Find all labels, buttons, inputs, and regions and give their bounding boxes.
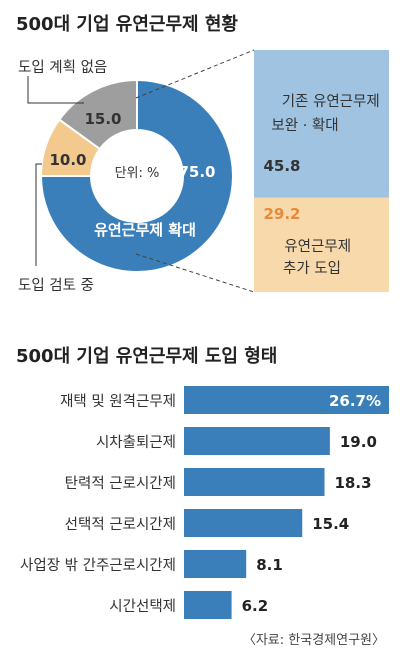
bar	[184, 468, 325, 496]
bar-chart: 재택 및 원격근무제 26.7% 시차출퇴근제 19.0 탄력적 근로시간제 18.3 선택…	[20, 386, 389, 619]
bar	[184, 591, 232, 619]
breakdown-label-added: 유연근무제 추가 도입	[283, 238, 356, 277]
bar-value-label: 26.7%	[329, 392, 381, 410]
breakdown-label-added-line1: 유연근무제	[284, 238, 351, 255]
bar-value-label: 8.1	[256, 556, 283, 574]
breakdown-value-added: 29.2	[263, 205, 300, 223]
donut-chart-title: 500대 기업 유연근무제 현황	[16, 14, 238, 35]
bar	[184, 386, 389, 414]
breakdown-segment-existing	[254, 50, 389, 198]
bar-category-label: 사업장 밖 간주근로시간제	[20, 557, 176, 574]
source-note: 〈자료: 한국경제연구원〉	[243, 633, 385, 648]
donut-slice-no-plan	[57, 78, 138, 151]
bar	[184, 509, 303, 537]
bar	[184, 427, 330, 455]
bar-category-label: 시차출퇴근제	[96, 434, 176, 451]
breakdown-label-existing-line1: 기존 유연근무제	[282, 93, 380, 110]
leader-line-no-plan	[27, 76, 84, 104]
breakdown-connector-top	[135, 49, 255, 99]
bar-value-label: 18.3	[335, 474, 372, 492]
bar-value-label: 19.0	[340, 433, 377, 451]
bar-category-label: 탄력적 근로시간제	[65, 475, 176, 492]
bar-category-label: 재택 및 원격근무제	[60, 393, 176, 410]
bar-category-label: 선택적 근로시간제	[65, 516, 176, 533]
breakdown-label-added-line2: 추가 도입	[283, 260, 341, 277]
slice-label-expand: 유연근무제 확대	[94, 221, 196, 239]
label-no-plan: 도입 계획 없음	[18, 59, 107, 76]
slice-value-expand: 75.0	[178, 163, 215, 181]
label-reviewing: 도입 검토 중	[18, 277, 94, 294]
breakdown-value-existing: 45.8	[263, 157, 300, 175]
bar-category-label: 시간선택제	[109, 598, 176, 615]
bar	[184, 550, 247, 578]
bar-chart-title: 500대 기업 유연근무제 도입 형태	[16, 345, 277, 367]
breakdown-label-existing: 기존 유연근무제 보완 · 확대	[271, 93, 384, 134]
leader-line-reviewing	[35, 163, 42, 266]
slice-value-reviewing: 10.0	[49, 151, 86, 169]
breakdown-segment-added	[254, 197, 389, 292]
breakdown-bar	[254, 50, 389, 292]
bar-value-label: 15.4	[312, 515, 349, 533]
donut-chart	[39, 78, 234, 273]
donut-unit-note: 단위: %	[115, 166, 160, 181]
breakdown-label-existing-line2: 보완 · 확대	[271, 117, 338, 134]
bar-value-label: 6.2	[242, 597, 269, 615]
donut-slice-expand	[39, 78, 234, 273]
slice-value-no-plan: 15.0	[84, 110, 121, 128]
